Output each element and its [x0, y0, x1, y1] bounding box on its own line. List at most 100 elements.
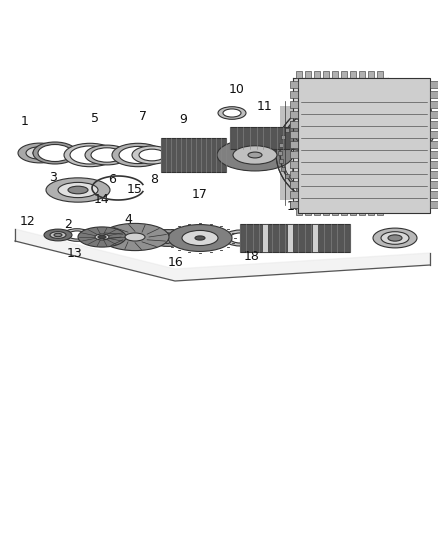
Bar: [322, 71, 328, 78]
Ellipse shape: [101, 223, 169, 251]
Text: 23: 23: [417, 103, 433, 116]
Bar: [345, 107, 349, 111]
Bar: [332, 71, 338, 78]
Text: 1: 1: [21, 115, 29, 128]
Bar: [262, 224, 268, 252]
Ellipse shape: [233, 146, 277, 164]
Bar: [358, 71, 364, 78]
Bar: [377, 71, 382, 78]
Ellipse shape: [33, 142, 77, 164]
Bar: [358, 208, 364, 215]
Bar: [430, 111, 438, 118]
Ellipse shape: [33, 150, 47, 156]
Bar: [314, 208, 319, 215]
Bar: [350, 208, 356, 215]
Bar: [345, 195, 349, 199]
Bar: [350, 71, 356, 78]
Bar: [371, 174, 375, 179]
Bar: [303, 110, 307, 115]
Bar: [290, 81, 298, 88]
Bar: [430, 101, 438, 108]
Ellipse shape: [156, 233, 180, 243]
Bar: [278, 151, 282, 155]
Ellipse shape: [46, 178, 110, 202]
Ellipse shape: [168, 224, 232, 252]
Bar: [340, 71, 346, 78]
Bar: [367, 208, 374, 215]
Ellipse shape: [397, 131, 433, 146]
Bar: [280, 106, 380, 200]
Ellipse shape: [98, 236, 106, 239]
Ellipse shape: [218, 107, 246, 119]
Bar: [298, 78, 430, 213]
Bar: [285, 174, 289, 179]
Text: 17: 17: [289, 166, 305, 179]
Bar: [378, 151, 382, 155]
Bar: [311, 107, 315, 111]
Bar: [303, 191, 307, 196]
Text: 11: 11: [257, 100, 273, 113]
Bar: [430, 141, 438, 148]
Ellipse shape: [195, 236, 205, 240]
Ellipse shape: [58, 182, 98, 198]
Bar: [312, 224, 318, 252]
Text: 3: 3: [49, 171, 57, 184]
Bar: [340, 208, 346, 215]
Ellipse shape: [139, 149, 165, 161]
Bar: [430, 131, 438, 138]
Ellipse shape: [217, 139, 293, 171]
Ellipse shape: [373, 228, 417, 248]
Text: 10: 10: [229, 83, 245, 96]
Polygon shape: [15, 229, 430, 281]
Text: 21: 21: [372, 161, 388, 174]
Ellipse shape: [248, 152, 262, 158]
Text: 14: 14: [94, 193, 110, 206]
Bar: [367, 71, 374, 78]
Text: 6: 6: [108, 173, 116, 186]
Text: 4: 4: [124, 213, 132, 226]
Ellipse shape: [363, 140, 377, 146]
Ellipse shape: [70, 146, 110, 164]
Ellipse shape: [182, 230, 218, 246]
Bar: [285, 127, 289, 132]
Ellipse shape: [282, 108, 378, 198]
Bar: [281, 167, 285, 171]
Bar: [353, 191, 357, 196]
Ellipse shape: [68, 186, 88, 194]
Bar: [290, 181, 298, 188]
Bar: [296, 187, 300, 191]
Bar: [290, 181, 294, 185]
Ellipse shape: [38, 144, 72, 161]
Bar: [319, 197, 323, 201]
Ellipse shape: [356, 137, 384, 149]
Text: 8: 8: [150, 173, 158, 186]
Ellipse shape: [64, 143, 116, 167]
Ellipse shape: [26, 147, 54, 159]
Ellipse shape: [148, 230, 188, 246]
Ellipse shape: [275, 125, 335, 151]
Text: 9: 9: [179, 113, 187, 126]
Bar: [360, 115, 364, 119]
Ellipse shape: [125, 233, 145, 241]
Bar: [290, 101, 298, 108]
Bar: [337, 197, 341, 201]
Bar: [296, 71, 301, 78]
Bar: [332, 208, 338, 215]
Bar: [293, 78, 388, 208]
Text: 13: 13: [67, 247, 83, 260]
Text: 12: 12: [20, 215, 36, 228]
Bar: [290, 201, 298, 208]
Ellipse shape: [403, 133, 427, 143]
Bar: [304, 208, 311, 215]
Bar: [430, 201, 438, 208]
Bar: [430, 191, 438, 198]
Text: 18: 18: [342, 143, 358, 156]
Ellipse shape: [54, 233, 62, 237]
Ellipse shape: [409, 135, 421, 141]
Ellipse shape: [296, 134, 314, 142]
Ellipse shape: [348, 134, 392, 152]
Bar: [430, 181, 438, 188]
Bar: [430, 81, 438, 88]
Bar: [366, 121, 370, 125]
Bar: [430, 91, 438, 98]
